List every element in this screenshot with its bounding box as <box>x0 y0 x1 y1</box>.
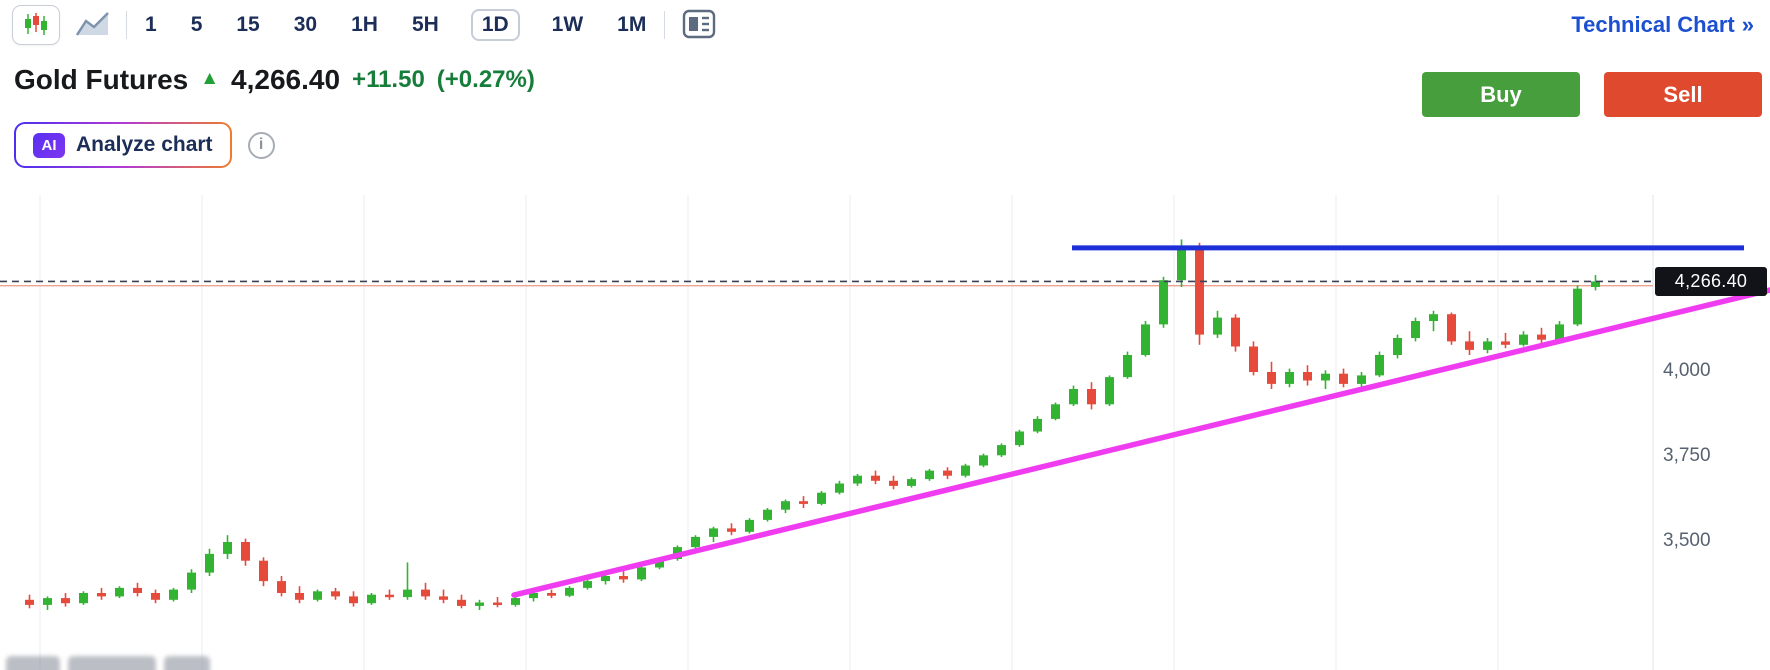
trade-buttons: Buy Sell <box>1422 72 1762 117</box>
candlestick-icon <box>23 12 49 39</box>
buy-button[interactable]: Buy <box>1422 72 1580 117</box>
y-axis-tick: 4,000 <box>1663 360 1711 381</box>
chart-toolbar: 1 5 15 30 1H 5H 1D 1W 1M Technical Chart… <box>0 0 1770 50</box>
ai-row: AI Analyze chart i <box>14 122 275 168</box>
interval-selector: 1 5 15 30 1H 5H 1D 1W 1M <box>143 9 648 41</box>
ai-badge-icon: AI <box>33 132 65 158</box>
last-price-tag: 4,266.40 <box>1655 267 1767 296</box>
news-panel-button[interactable] <box>681 8 717 43</box>
analyze-chart-label: Analyze chart <box>76 133 213 156</box>
interval-30[interactable]: 30 <box>293 13 318 36</box>
sell-button[interactable]: Sell <box>1604 72 1762 117</box>
interval-1h[interactable]: 1H <box>351 13 378 36</box>
last-price: 4,266.40 <box>231 64 341 95</box>
toolbar-divider <box>126 11 127 39</box>
interval-1d-selected[interactable]: 1D <box>470 9 520 41</box>
quote-header: Gold Futures ▲ 4,266.40 +11.50 (+0.27%) <box>14 64 535 96</box>
line-chart-icon <box>75 11 110 40</box>
interval-15[interactable]: 15 <box>236 13 260 36</box>
price-change: +11.50 <box>352 66 425 93</box>
watermark <box>6 656 210 670</box>
instrument-name: Gold Futures <box>14 64 189 95</box>
analyze-chart-button[interactable]: AI Analyze chart <box>14 122 232 168</box>
interval-1m[interactable]: 1M <box>617 13 647 36</box>
price-change-percent: (+0.27%) <box>436 66 535 93</box>
technical-chart-label: Technical Chart <box>1571 12 1735 37</box>
price-chart: 4,000 3,750 3,500 4,266.40 <box>0 195 1770 670</box>
technical-chart-link[interactable]: Technical Chart » <box>1571 12 1758 38</box>
y-axis-tick: 3,750 <box>1663 445 1711 466</box>
interval-1[interactable]: 1 <box>145 13 157 36</box>
line-chart-type-button[interactable] <box>75 11 110 40</box>
up-arrow-icon: ▲ <box>200 68 220 89</box>
double-chevron-right-icon: » <box>1741 12 1754 37</box>
interval-5h[interactable]: 5H <box>411 13 439 36</box>
interval-5[interactable]: 5 <box>190 13 203 36</box>
interval-1w[interactable]: 1W <box>551 13 584 36</box>
price-chart-canvas[interactable] <box>0 195 1770 670</box>
candlestick-chart-type-button[interactable] <box>12 5 60 45</box>
toolbar-divider <box>664 11 666 39</box>
news-panel-icon <box>681 8 717 43</box>
info-icon[interactable]: i <box>247 131 275 159</box>
y-axis-tick: 3,500 <box>1663 530 1711 551</box>
